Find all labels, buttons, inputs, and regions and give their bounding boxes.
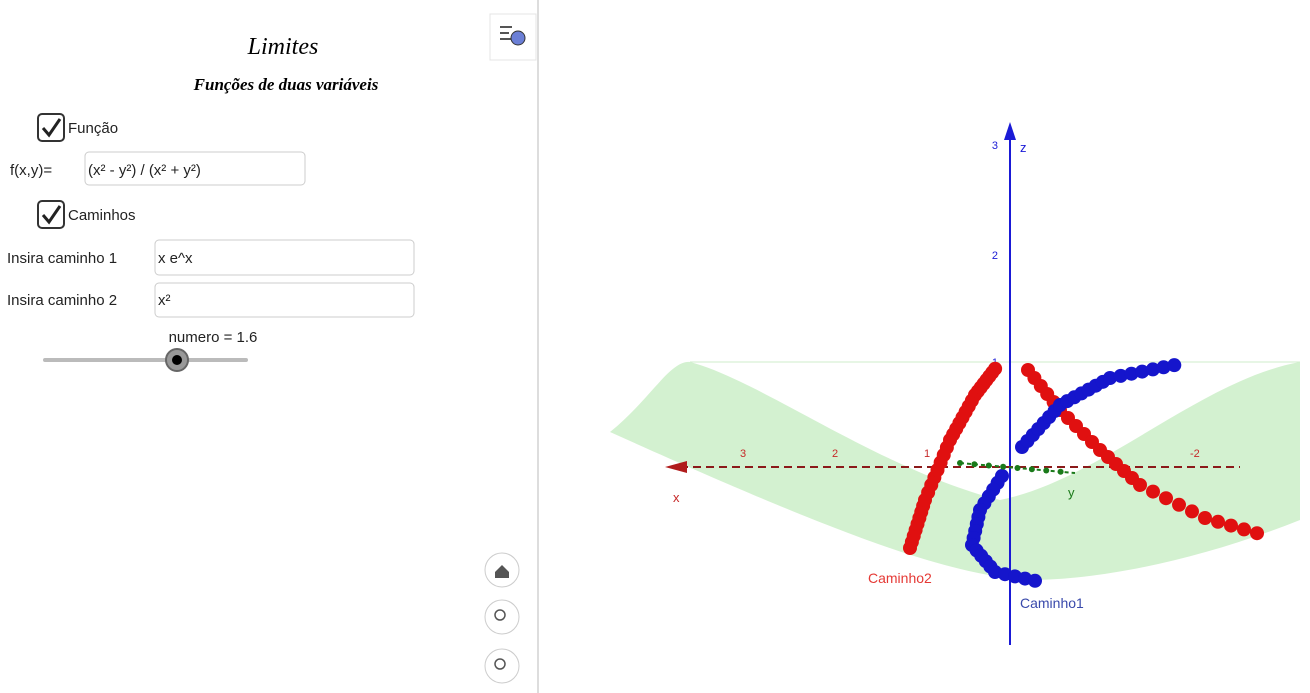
curve-point — [1014, 465, 1021, 471]
curve-point — [1198, 511, 1212, 525]
curve-point — [1043, 467, 1050, 474]
curve-point — [988, 361, 1003, 376]
icon — [500, 26, 512, 40]
curve-point — [1172, 497, 1186, 512]
tick-label: 2 — [832, 448, 838, 460]
nav-buttons — [484, 552, 520, 684]
curve-point — [1000, 463, 1007, 470]
curve-point — [1133, 478, 1147, 492]
arrow — [1004, 122, 1016, 140]
curve-point — [1057, 468, 1064, 475]
curve-point — [985, 462, 992, 469]
curve-point — [1250, 526, 1264, 541]
axis-label: z — [1020, 140, 1027, 155]
tick-label: 3 — [992, 140, 998, 152]
curve-point — [1211, 514, 1225, 529]
divider — [537, 0, 539, 693]
surface — [610, 361, 1300, 580]
axis-label: y — [1068, 485, 1075, 500]
zoom-in-button[interactable] — [484, 599, 520, 635]
curve-point — [1103, 371, 1117, 385]
curve-point — [1028, 466, 1035, 473]
curve-point — [957, 460, 963, 466]
curve-point — [1124, 366, 1139, 381]
input[interactable] — [84, 151, 306, 186]
input[interactable] — [154, 282, 415, 318]
curve-point — [1237, 522, 1251, 537]
tick-label: -2 — [1190, 448, 1200, 460]
icon — [494, 658, 506, 670]
label: Insira caminho 2 — [7, 292, 117, 309]
slider-label: numero = 1.6 — [169, 329, 258, 346]
label: Caminhos — [68, 207, 136, 224]
curve-point — [1145, 362, 1160, 377]
input[interactable] — [154, 239, 415, 276]
axis-label: x — [673, 490, 680, 505]
label: Função — [68, 120, 118, 137]
label: Insira caminho 1 — [7, 250, 117, 267]
curve-point — [1159, 491, 1173, 506]
checkbox[interactable] — [37, 113, 65, 142]
curve-point — [971, 461, 978, 468]
curve-point — [1156, 360, 1171, 375]
icon — [495, 565, 509, 578]
curve-point — [1224, 518, 1238, 533]
zoom-out-button[interactable] — [484, 648, 520, 684]
checkbox[interactable] — [37, 200, 65, 229]
icon — [494, 609, 506, 621]
check — [41, 118, 62, 138]
curve-point — [1113, 368, 1128, 383]
input-value: (x² - y²) / (x² + y²) — [88, 162, 201, 179]
icon — [510, 30, 526, 46]
title: Limites — [247, 34, 319, 60]
arrow — [665, 461, 687, 473]
curve-point — [1167, 358, 1182, 373]
tick-label: 1 — [924, 448, 930, 460]
curves — [903, 358, 1264, 588]
curve-point — [1185, 504, 1199, 519]
check — [41, 205, 62, 225]
curve-label: Caminho1 — [1020, 595, 1084, 611]
input-value: x² — [158, 292, 171, 309]
label: f(x,y)= — [10, 162, 52, 179]
curve-label: Caminho2 — [868, 570, 932, 586]
curve-point — [1146, 484, 1160, 499]
slider-dot — [172, 355, 182, 365]
curve-point — [1028, 573, 1042, 588]
subtitle: Funções de duas variáveis — [193, 75, 379, 94]
tick-label: 2 — [992, 250, 998, 262]
input-value: x e^x — [158, 250, 193, 267]
tick-label: 3 — [740, 448, 746, 460]
curve-point — [1135, 364, 1150, 379]
slider-track — [43, 358, 248, 362]
